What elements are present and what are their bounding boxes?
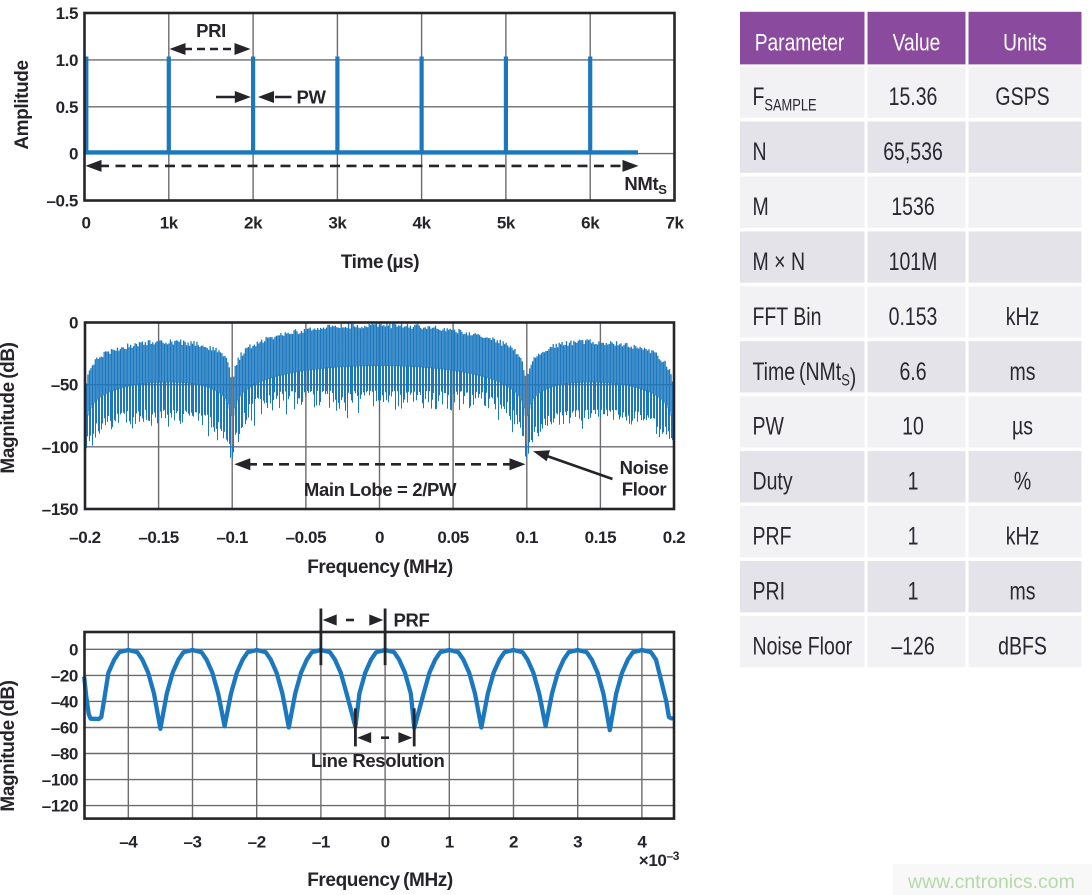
svg-text:0.5: 0.5: [56, 98, 78, 117]
svg-text:PRF: PRF: [753, 522, 792, 550]
svg-text:7k: 7k: [665, 214, 684, 233]
svg-text:0.15: 0.15: [585, 528, 617, 547]
svg-text:0.2: 0.2: [663, 528, 685, 547]
svg-text:65,536: 65,536: [883, 138, 943, 166]
svg-text:Noise Floor: Noise Floor: [753, 632, 853, 660]
svg-text:Duty: Duty: [753, 467, 794, 495]
svg-text:0: 0: [69, 640, 78, 659]
svg-text:–3: –3: [183, 833, 201, 852]
svg-text:–2: –2: [248, 833, 266, 852]
svg-text:1: 1: [908, 577, 919, 605]
svg-text:1: 1: [445, 833, 454, 852]
svg-text:0: 0: [69, 314, 78, 333]
svg-text:0: 0: [381, 833, 390, 852]
svg-text:PRF: PRF: [394, 610, 430, 631]
svg-text:–40: –40: [51, 692, 78, 711]
svg-text:1: 1: [908, 522, 919, 550]
svg-text:µs: µs: [1012, 412, 1033, 440]
svg-text:0: 0: [375, 528, 384, 547]
svg-text:3: 3: [573, 833, 582, 852]
svg-text:Time (µs): Time (µs): [341, 252, 419, 273]
svg-text:GSPS: GSPS: [995, 83, 1049, 111]
svg-text:PRI: PRI: [753, 577, 785, 605]
svg-text:×10–3: ×10–3: [639, 849, 680, 870]
svg-text:Frequency (MHz): Frequency (MHz): [307, 870, 453, 891]
svg-text:3k: 3k: [328, 214, 347, 233]
svg-text:–0.05: –0.05: [286, 528, 327, 547]
svg-text:1.5: 1.5: [56, 4, 78, 23]
svg-text:15.36: 15.36: [889, 83, 938, 111]
svg-text:2: 2: [509, 833, 518, 852]
svg-text:0: 0: [69, 145, 78, 164]
svg-text:kHz: kHz: [1006, 302, 1040, 330]
svg-text:PW: PW: [297, 87, 327, 108]
svg-text:101M: 101M: [889, 248, 938, 276]
svg-text:Main Lobe = 2/PW: Main Lobe = 2/PW: [304, 479, 457, 500]
svg-text:–60: –60: [51, 719, 78, 738]
svg-text:Noise: Noise: [620, 457, 669, 478]
svg-text:–20: –20: [51, 666, 78, 685]
svg-text:0.05: 0.05: [437, 528, 469, 547]
svg-text:4: 4: [637, 833, 647, 852]
svg-text:Amplitude: Amplitude: [12, 60, 33, 149]
svg-text:0: 0: [81, 214, 90, 233]
svg-text:%: %: [1014, 467, 1031, 495]
svg-text:–50: –50: [51, 376, 78, 395]
svg-text:Units: Units: [1003, 28, 1047, 56]
svg-text:PW: PW: [753, 412, 785, 440]
svg-text:Parameter: Parameter: [755, 28, 845, 56]
svg-text:–120: –120: [42, 797, 78, 816]
svg-text:–4: –4: [119, 833, 138, 852]
svg-text:N: N: [753, 138, 767, 166]
svg-text:0.1: 0.1: [516, 528, 538, 547]
svg-text:2k: 2k: [244, 214, 263, 233]
svg-text:–100: –100: [42, 771, 78, 790]
svg-text:–1: –1: [312, 833, 330, 852]
svg-text:0.153: 0.153: [889, 302, 938, 330]
svg-text:–150: –150: [42, 500, 78, 519]
svg-text:NMtS: NMtS: [624, 173, 667, 197]
svg-text:–0.5: –0.5: [47, 192, 79, 211]
svg-text:–126: –126: [891, 632, 934, 660]
svg-text:6k: 6k: [581, 214, 600, 233]
svg-text:FFT Bin: FFT Bin: [753, 302, 822, 330]
svg-text:1k: 1k: [160, 214, 179, 233]
svg-text:M × N: M × N: [753, 248, 806, 276]
svg-text:–0.15: –0.15: [138, 528, 179, 547]
svg-text:kHz: kHz: [1006, 522, 1040, 550]
svg-text:6.6: 6.6: [899, 357, 926, 385]
svg-text:1536: 1536: [891, 193, 934, 221]
svg-text:Time (NMtS): Time (NMtS): [753, 357, 857, 390]
svg-text:PRI: PRI: [196, 20, 226, 41]
svg-text:5k: 5k: [497, 214, 516, 233]
svg-text:Magnitude (dB): Magnitude (dB): [0, 342, 19, 473]
svg-text:M: M: [753, 193, 769, 221]
svg-text:–0.1: –0.1: [216, 528, 248, 547]
svg-text:Frequency (MHz): Frequency (MHz): [307, 557, 453, 578]
svg-text:1.0: 1.0: [56, 51, 78, 70]
svg-text:www.cntronics.com: www.cntronics.com: [907, 871, 1075, 893]
svg-text:ms: ms: [1010, 357, 1036, 385]
svg-text:dBFS: dBFS: [998, 632, 1047, 660]
svg-text:Line Resolution: Line Resolution: [311, 750, 445, 771]
svg-text:1: 1: [908, 467, 919, 495]
svg-text:Floor: Floor: [622, 479, 667, 500]
svg-text:–80: –80: [51, 745, 78, 764]
svg-text:Magnitude (dB): Magnitude (dB): [0, 680, 19, 811]
svg-text:ms: ms: [1010, 577, 1036, 605]
svg-text:Value: Value: [893, 28, 941, 56]
svg-text:–0.2: –0.2: [69, 528, 101, 547]
svg-text:4k: 4k: [413, 214, 432, 233]
svg-text:10: 10: [902, 412, 924, 440]
svg-text:–100: –100: [42, 438, 78, 457]
